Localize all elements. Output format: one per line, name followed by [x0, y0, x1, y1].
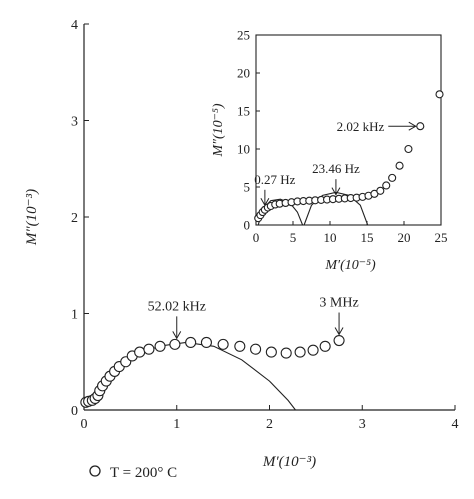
legend-label: T = 200° C [110, 465, 177, 481]
inset-data-point [376, 186, 385, 195]
inset-x-tick-label: 25 [435, 230, 448, 245]
main-data-point [307, 344, 319, 356]
main-y-tick-label: 0 [71, 404, 78, 419]
inset-data-point [404, 144, 413, 154]
main-data-point [200, 336, 212, 349]
inset-x-ticks: 0 5 10 15 20 25 [253, 221, 448, 245]
main-annotations: 52.02 kHz 3 MHz [148, 296, 359, 340]
main-x-tick-label: 4 [452, 417, 459, 432]
main-data-point [134, 346, 146, 358]
main-x-axis-label: M′(10⁻³) [262, 454, 316, 470]
main-data-point [217, 338, 229, 350]
main-y-tick-label: 4 [71, 18, 78, 33]
main-x-tick-label: 2 [266, 417, 273, 432]
main-annotation-arrowhead [172, 331, 182, 340]
inset-annotation-arrowhead [331, 187, 341, 196]
main-annotation-arrowhead [334, 327, 344, 336]
main-data-point [294, 346, 306, 358]
inset-y-tick-label: 0 [244, 218, 251, 233]
main-x-tick-label: 3 [359, 417, 366, 432]
inset-x-tick-label: 15 [361, 230, 374, 245]
inset-annotation-label: 0.27 Hz [254, 172, 295, 187]
inset-plot: 0 5 10 15 20 25 0 5 10 15 20 25 0.27 Hz 23.46 Hz 2.0… [211, 28, 448, 273]
main-data-point [280, 347, 292, 359]
main-x-tick-label: 0 [81, 417, 88, 432]
main-y-ticks: 0 1 2 3 4 [71, 18, 89, 419]
inset-annotation-label: 2.02 kHz [337, 119, 385, 134]
inset-data-point [395, 161, 404, 170]
main-data-point [185, 336, 197, 349]
inset-x-tick-label: 5 [290, 230, 297, 245]
inset-y-axis-label: M″(10⁻⁵) [211, 103, 226, 157]
inset-frame [255, 34, 442, 226]
inset-data-points [254, 90, 444, 223]
inset-y-tick-label: 5 [244, 180, 251, 195]
inset-annotation-label: 23.46 Hz [312, 161, 360, 176]
main-y-tick-label: 3 [71, 114, 78, 129]
inset-annotation-arrowhead [408, 121, 417, 131]
inset-data-point [435, 90, 444, 99]
main-annotation-label: 52.02 kHz [148, 299, 206, 314]
inset-y-tick-label: 15 [237, 104, 250, 119]
inset-y-ticks: 0 5 10 15 20 25 [237, 28, 260, 233]
main-x-ticks: 0 1 2 3 4 [81, 405, 459, 432]
main-x-tick-label: 1 [173, 417, 180, 432]
main-data-point [143, 343, 155, 355]
inset-data-point [388, 173, 397, 182]
main-data-points [80, 334, 345, 408]
main-data-point [319, 340, 331, 352]
inset-x-axis-label: M′(10⁻⁵) [324, 258, 376, 273]
main-data-point [265, 346, 277, 358]
inset-annotation-arrowhead [260, 198, 270, 207]
inset-annotations: 0.27 Hz 23.46 Hz 2.02 kHz [254, 119, 417, 207]
inset-y-tick-label: 20 [237, 66, 250, 81]
legend-marker [89, 465, 101, 477]
main-data-point [169, 338, 181, 350]
inset-x-tick-label: 10 [324, 230, 337, 245]
main-data-point [234, 340, 246, 352]
inset-data-point [416, 122, 425, 131]
main-y-tick-label: 2 [71, 211, 78, 226]
inset-y-tick-label: 25 [237, 28, 250, 43]
legend: T = 200° C [89, 465, 177, 481]
inset-y-tick-label: 10 [237, 142, 250, 157]
main-data-point [333, 334, 345, 347]
main-annotation-label: 3 MHz [319, 296, 358, 311]
main-data-point [154, 340, 166, 352]
main-data-point [250, 343, 262, 355]
inset-data-point [382, 181, 391, 190]
inset-x-tick-label: 0 [253, 230, 260, 245]
inset-x-tick-label: 20 [398, 230, 411, 245]
main-y-axis-label: M″(10⁻³) [24, 189, 40, 246]
main-y-tick-label: 1 [71, 307, 78, 322]
